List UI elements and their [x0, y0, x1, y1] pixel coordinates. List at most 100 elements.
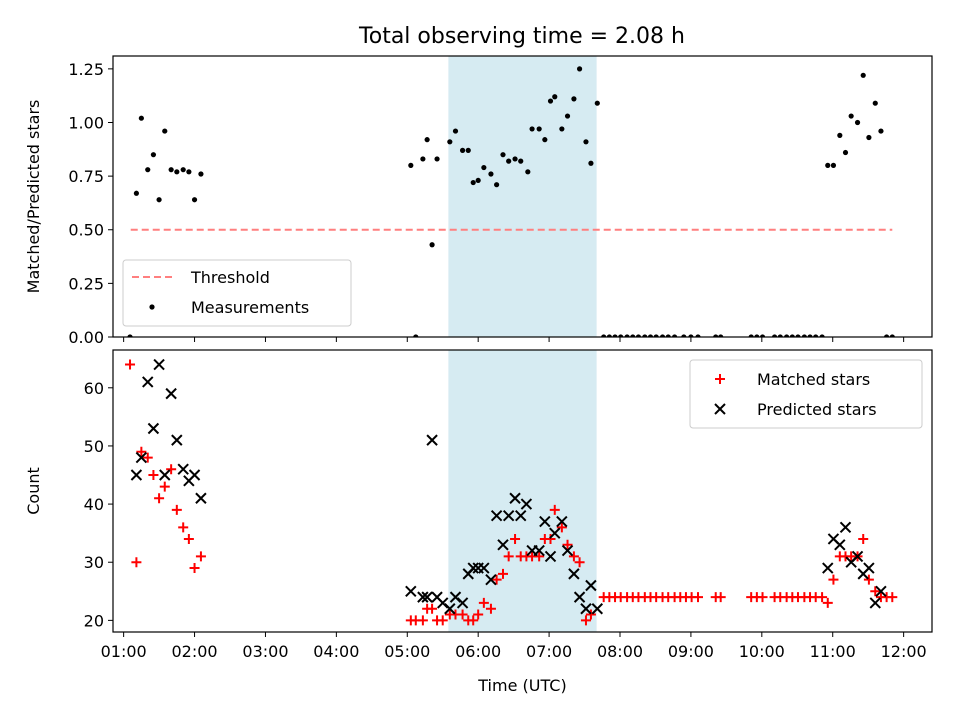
- predicted-star-point: [561, 544, 574, 557]
- measurement-point: [529, 126, 535, 132]
- measurement-point: [156, 197, 162, 203]
- measurement-point: [606, 334, 612, 337]
- predicted-star-point: [851, 550, 864, 563]
- measurement-point: [784, 334, 790, 337]
- predicted-star-point: [130, 469, 143, 481]
- y-axis-label: Count: [24, 467, 43, 515]
- markers: [125, 358, 898, 626]
- measurement-point: [452, 128, 459, 134]
- measurement-point: [571, 96, 577, 102]
- matched-star-point: [142, 452, 153, 463]
- measurement-point: [688, 334, 694, 337]
- predicted-star-point: [834, 539, 846, 551]
- measurement-point: [174, 169, 180, 175]
- y-tick-label: 50: [84, 437, 104, 456]
- measurement-point: [612, 334, 618, 337]
- predicted-star-point: [171, 434, 183, 446]
- x-tick-label: 12:00: [881, 642, 927, 661]
- predicted-star-point: [405, 585, 417, 598]
- measurement-point: [681, 334, 687, 337]
- matched-star-point: [545, 533, 556, 544]
- predicted-star-point: [426, 434, 438, 446]
- legend-box: [689, 359, 923, 429]
- measurement-point: [594, 100, 600, 106]
- predicted-star-point: [520, 498, 533, 510]
- measurement-point: [465, 147, 471, 153]
- measurement-point: [127, 334, 133, 337]
- legend-measurements-label: Measurements: [191, 298, 309, 317]
- matched-star-point: [503, 551, 514, 562]
- measurement-point: [168, 167, 174, 173]
- measurement-point: [837, 132, 843, 138]
- measurement-point: [807, 334, 813, 337]
- measurement-point: [860, 72, 866, 78]
- measurement-point: [819, 334, 825, 337]
- measurement-point: [424, 137, 430, 143]
- measurement-point: [635, 334, 642, 337]
- matched-star-point: [125, 359, 136, 370]
- predicted-star-point: [421, 591, 433, 603]
- x-tick-label: 02:00: [171, 642, 217, 661]
- predicted-star-point: [478, 562, 490, 574]
- x-tick-label: 10:00: [739, 642, 785, 661]
- axes-frame: [112, 55, 933, 338]
- measurement-point: [713, 334, 719, 337]
- measurement-point: [759, 334, 766, 337]
- legend-predicted-swatch: [714, 403, 726, 415]
- measurement-point: [413, 334, 419, 337]
- predicted-star-point: [159, 469, 171, 481]
- matched-star-point: [478, 597, 489, 608]
- predicted-star-point: [444, 603, 456, 615]
- predicted-star-point: [839, 521, 852, 534]
- x-tick-label: 04:00: [313, 642, 359, 661]
- predicted-star-point: [822, 562, 834, 574]
- matched-star-point: [858, 533, 869, 544]
- matched-star-point: [473, 609, 484, 620]
- highlight-span: [448, 56, 597, 337]
- measurement-point: [494, 182, 500, 188]
- measurement-point: [180, 167, 186, 173]
- measurement-point: [588, 160, 594, 166]
- matched-star-point: [136, 446, 147, 457]
- matched-star-point: [178, 522, 189, 533]
- matched-star-point: [715, 592, 726, 603]
- predicted-star-point: [142, 376, 154, 388]
- measurement-point: [624, 334, 630, 337]
- matched-star-point: [195, 551, 206, 562]
- measurement-point: [672, 334, 678, 337]
- bottom-panel: 20 30 40 50 60 01:00 02:00 03:00 04:00 05:00 06:00…: [24, 349, 933, 695]
- y-tick-label: 20: [84, 611, 104, 630]
- measurement-point: [552, 94, 558, 100]
- measurement-point: [198, 171, 204, 177]
- predicted-star-point: [456, 597, 469, 609]
- measurement-point: [576, 66, 583, 72]
- measurement-point: [748, 334, 754, 337]
- predicted-star-point: [147, 422, 160, 435]
- predicted-star-point: [188, 469, 201, 481]
- matched-star-point: [159, 481, 170, 492]
- predicted-star-point: [863, 562, 875, 574]
- measurement-point: [866, 134, 872, 141]
- measurement-point: [854, 119, 861, 126]
- measurement-point: [878, 128, 884, 134]
- predicted-star-point: [580, 603, 592, 615]
- matched-star-point: [437, 615, 448, 626]
- x-tick-label: 03:00: [242, 642, 288, 661]
- matched-star-point: [574, 557, 585, 568]
- measurement-point: [191, 197, 198, 203]
- matched-star-point: [131, 557, 142, 568]
- matched-star-point: [556, 522, 567, 533]
- measurement-point: [848, 113, 854, 119]
- predicted-star-point: [533, 544, 545, 557]
- measurement-point: [547, 98, 554, 104]
- measurement-point: [630, 334, 636, 337]
- measurement-point: [642, 334, 648, 337]
- measurement-point: [665, 334, 671, 337]
- predicted-star-point: [539, 515, 551, 528]
- measurement-point: [408, 162, 414, 168]
- y-tick-label: 0.75: [68, 167, 104, 186]
- predicted-star-point: [165, 387, 177, 400]
- predicted-star-point: [549, 527, 561, 539]
- measurement-point: [825, 162, 831, 168]
